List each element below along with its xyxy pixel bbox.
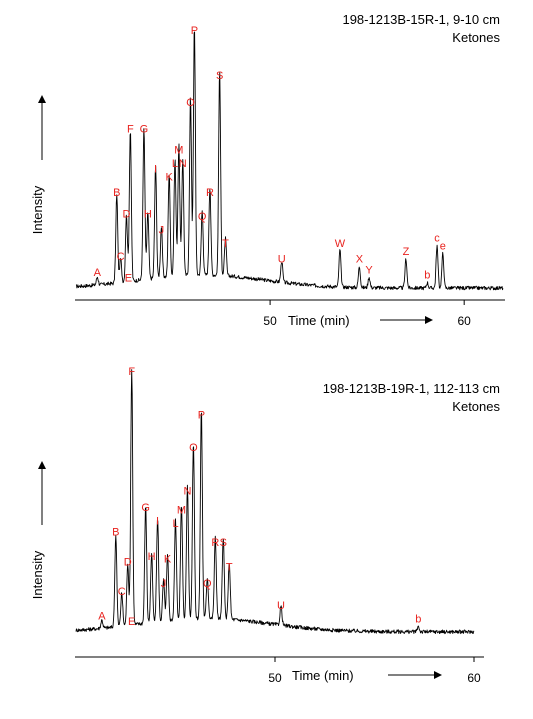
panel-2-compound-class: Ketones bbox=[452, 399, 500, 414]
peak-label-H: H bbox=[148, 551, 156, 563]
peak-label-W: W bbox=[335, 238, 346, 250]
peak-label-E: E bbox=[125, 272, 132, 284]
peak-label-Q: Q bbox=[198, 211, 207, 223]
panel-1-y-axis-title: Intensity bbox=[30, 185, 45, 234]
peak-label-E: E bbox=[128, 616, 135, 628]
panel-2-x-tick-labels: 50 60 bbox=[268, 671, 481, 685]
peak-label-D: D bbox=[122, 209, 130, 221]
peak-label-A: A bbox=[94, 267, 102, 279]
panel-2-y-axis-title: Intensity bbox=[30, 550, 45, 599]
peak-label-e: e bbox=[440, 240, 446, 252]
panel-1-trace bbox=[75, 31, 504, 291]
peak-label-U: U bbox=[277, 600, 285, 612]
peak-label-S: S bbox=[220, 537, 227, 549]
peak-label-Q: Q bbox=[203, 578, 212, 590]
peak-label-X: X bbox=[356, 254, 364, 266]
peak-label-B: B bbox=[112, 526, 119, 538]
panel-2: 198-1213B-19R-1, 112-113 cm Ketones Inte… bbox=[30, 366, 500, 685]
peak-label-J: J bbox=[159, 224, 165, 236]
peak-label-Y: Y bbox=[365, 264, 373, 276]
peak-label-F: F bbox=[127, 123, 134, 135]
panel-1: 198-1213B-15R-1, 9-10 cm Ketones Intensi… bbox=[30, 12, 505, 328]
panel-1-x-axis-title: Time (min) bbox=[288, 313, 350, 328]
peak-label-K: K bbox=[165, 171, 173, 183]
peak-label-N: N bbox=[179, 158, 187, 170]
peak-label-H: H bbox=[144, 209, 152, 221]
peak-label-Z: Z bbox=[403, 246, 410, 258]
peak-label-b: b bbox=[415, 613, 421, 625]
peak-label-K: K bbox=[164, 554, 172, 566]
peak-label-C: C bbox=[117, 251, 125, 263]
peak-label-N: N bbox=[183, 486, 191, 498]
panel-2-sample-label: 198-1213B-19R-1, 112-113 cm bbox=[323, 381, 500, 396]
peak-label-O: O bbox=[186, 97, 195, 109]
peak-label-L: L bbox=[172, 158, 178, 170]
peak-label-O: O bbox=[189, 442, 198, 454]
peak-label-T: T bbox=[226, 562, 233, 574]
peak-label-G: G bbox=[140, 123, 149, 135]
peak-label-T: T bbox=[222, 238, 229, 250]
peak-label-P: P bbox=[191, 25, 198, 37]
peak-label-M: M bbox=[174, 145, 183, 157]
peak-label-U: U bbox=[278, 254, 286, 266]
peak-label-b: b bbox=[424, 270, 430, 282]
x-tick-label: 60 bbox=[467, 671, 481, 685]
panel-2-x-ticks bbox=[274, 657, 475, 662]
peak-label-S: S bbox=[216, 70, 223, 82]
peak-label-R: R bbox=[206, 187, 214, 199]
panel-1-compound-class: Ketones bbox=[452, 30, 500, 45]
peak-label-P: P bbox=[198, 409, 205, 421]
peak-label-D: D bbox=[124, 556, 132, 568]
peak-label-R: R bbox=[211, 537, 219, 549]
peak-label-I: I bbox=[156, 515, 159, 527]
peak-label-M: M bbox=[177, 505, 186, 517]
x-tick-label: 60 bbox=[458, 314, 472, 328]
peak-label-C: C bbox=[118, 586, 126, 598]
panel-1-x-tick-labels: 50 60 bbox=[263, 314, 471, 328]
peak-label-I: I bbox=[154, 163, 157, 175]
panel-2-peak-labels: A B C D E F G H I JK LMN O P Q R S T Ub bbox=[98, 366, 421, 628]
peak-label-A: A bbox=[98, 611, 106, 623]
peak-label-L: L bbox=[172, 518, 178, 530]
x-tick-label: 50 bbox=[263, 314, 277, 328]
panel-2-trace bbox=[75, 369, 475, 635]
panel-2-x-axis-title: Time (min) bbox=[292, 668, 354, 683]
peak-label-F: F bbox=[128, 366, 135, 378]
peak-label-J: J bbox=[161, 578, 167, 590]
peak-label-c: c bbox=[434, 232, 440, 244]
peak-label-G: G bbox=[141, 502, 150, 514]
peak-label-B: B bbox=[113, 187, 120, 199]
x-tick-label: 50 bbox=[268, 671, 282, 685]
panel-1-x-ticks bbox=[269, 300, 465, 305]
panel-1-sample-label: 198-1213B-15R-1, 9-10 cm bbox=[342, 12, 500, 27]
